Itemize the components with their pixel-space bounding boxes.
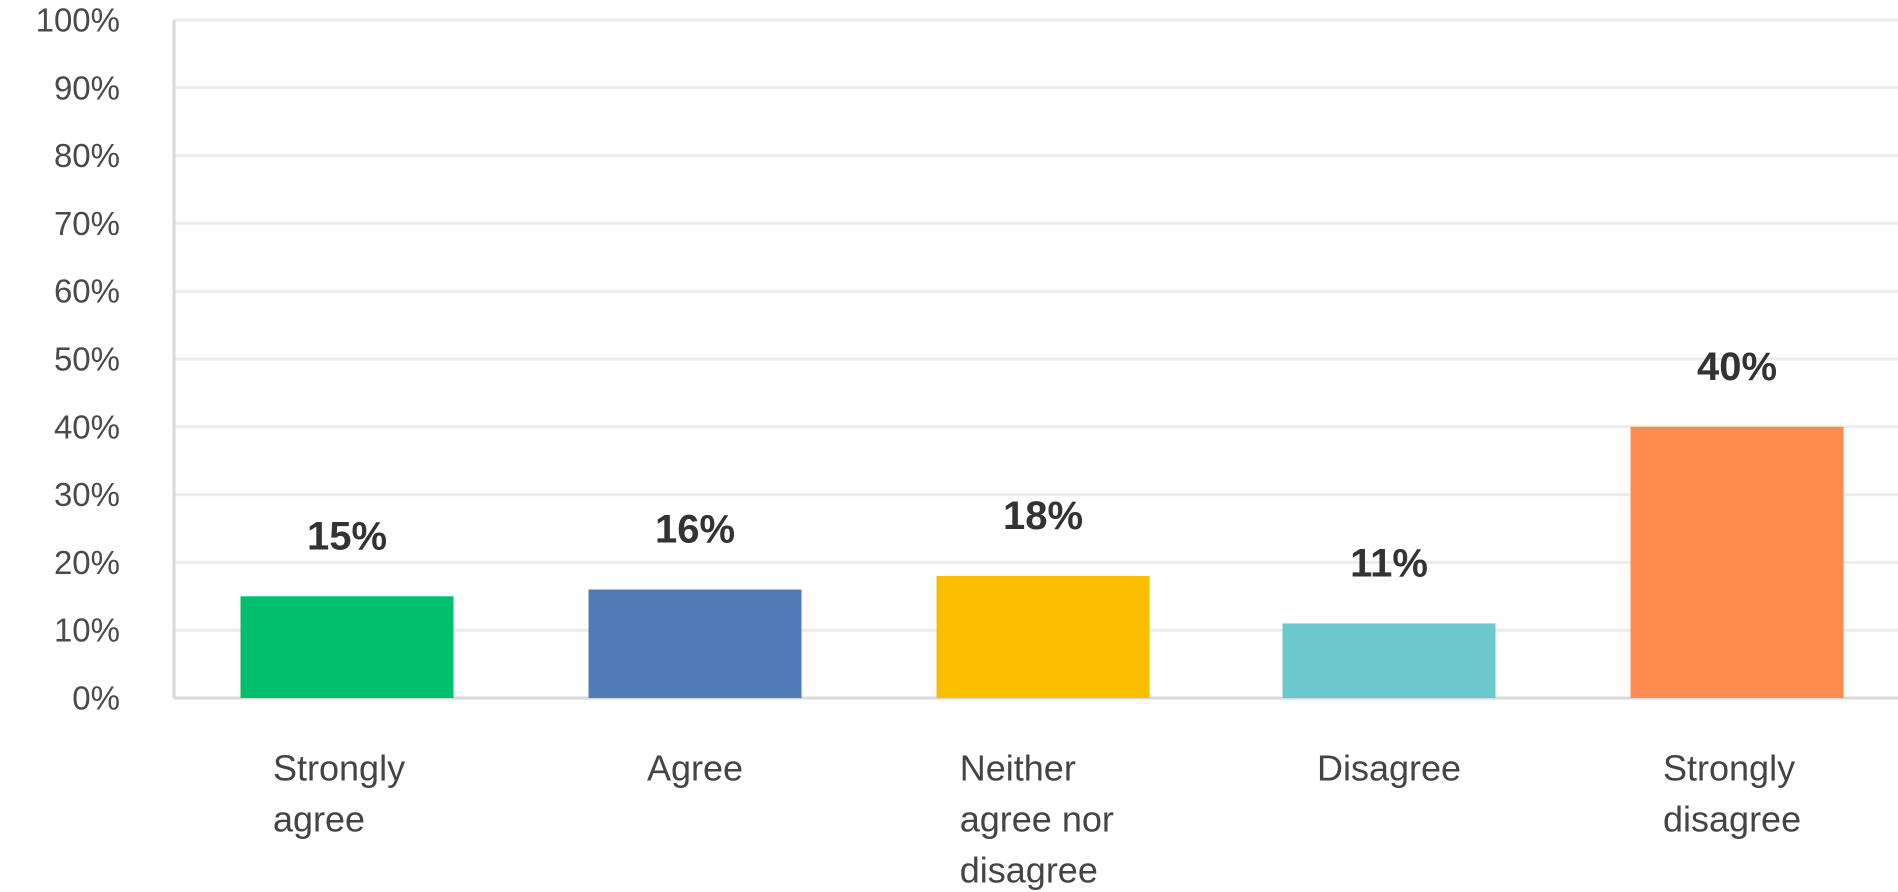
category-labels: Strongly agree Agree Neither agree nor disagr…	[273, 748, 1801, 891]
y-tick-label: 50%	[54, 341, 120, 378]
y-tick-label: 0%	[72, 680, 120, 717]
y-tick-label: 80%	[54, 137, 120, 174]
y-tick-label: 70%	[54, 205, 120, 242]
y-tick-label: 10%	[54, 612, 120, 649]
y-tick-label: 30%	[54, 476, 120, 513]
value-labels: 15% 16% 18% 11% 40%	[307, 345, 1777, 586]
bar-value-label: 15%	[307, 514, 387, 558]
gridlines	[174, 18, 1898, 632]
y-tick-label: 90%	[54, 69, 120, 106]
bars	[240, 426, 1844, 698]
bar-value-label: 18%	[1003, 494, 1083, 538]
category-label: disagree	[960, 850, 1098, 891]
bar-value-label: 11%	[1350, 541, 1428, 585]
bar[interactable]	[936, 575, 1150, 698]
y-tick-label: 60%	[54, 273, 120, 310]
category-label: agree nor	[960, 799, 1114, 840]
category-label: Neither	[960, 748, 1076, 789]
bar[interactable]	[240, 596, 454, 698]
category-label: disagree	[1663, 799, 1801, 840]
bar-value-label: 16%	[655, 508, 735, 552]
category-label: Strongly	[273, 748, 405, 789]
y-axis-tick-labels: 0% 10% 20% 30% 40% 50% 60% 70% 80% 90% 100%	[36, 2, 120, 717]
bar[interactable]	[588, 589, 802, 698]
category-label: Agree	[647, 748, 743, 789]
y-tick-label: 40%	[54, 408, 120, 445]
bar[interactable]	[1282, 623, 1496, 698]
category-label: agree	[273, 799, 365, 840]
bar[interactable]	[1630, 426, 1844, 698]
category-label: Disagree	[1317, 748, 1461, 789]
y-tick-label: 100%	[36, 2, 120, 39]
y-tick-label: 20%	[54, 544, 120, 581]
category-label: Strongly	[1663, 748, 1795, 789]
bar-value-label: 40%	[1697, 345, 1777, 389]
